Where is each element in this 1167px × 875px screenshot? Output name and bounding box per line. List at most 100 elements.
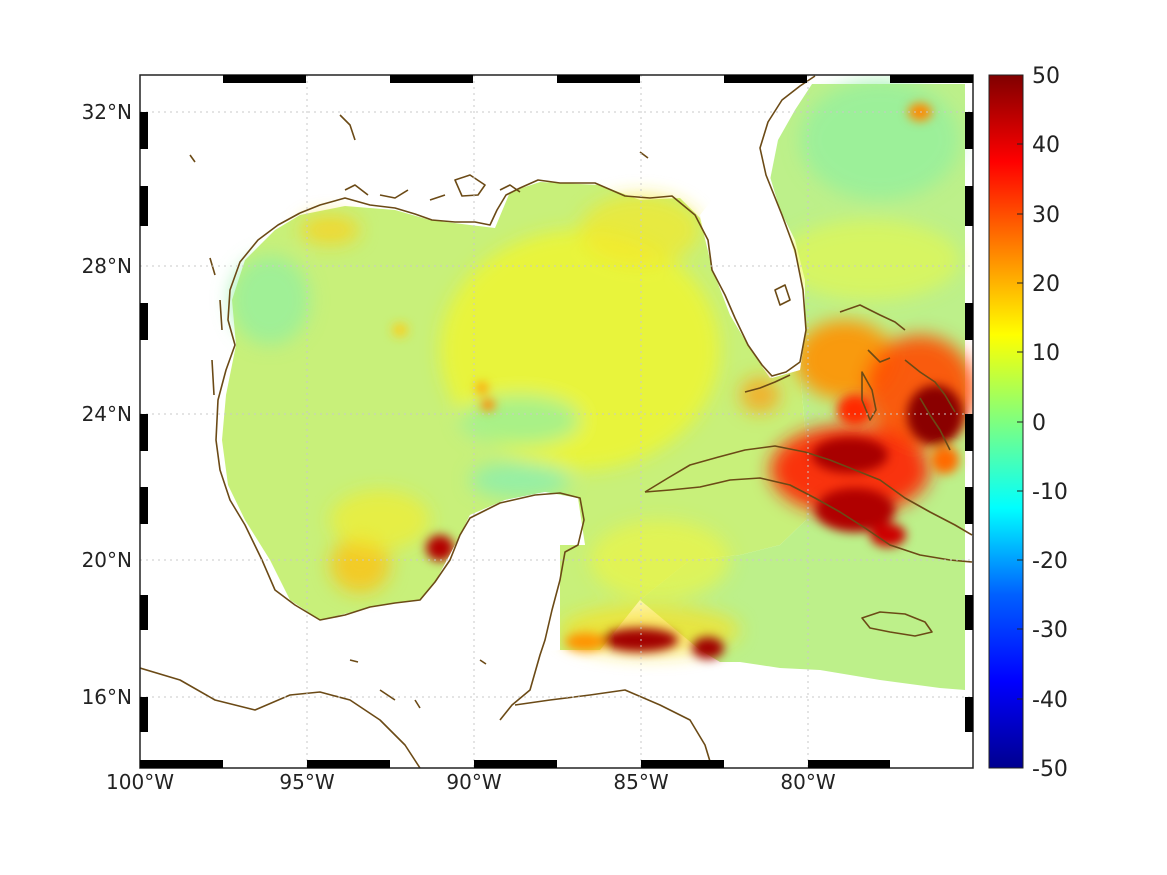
lat-tick-label: 16°N [82, 685, 132, 709]
florida-peninsula [700, 84, 812, 378]
central-america-coast [140, 667, 421, 768]
lon-tick-label: 95°W [279, 770, 334, 794]
mexico-gulf-coast [215, 212, 585, 721]
lon-tick-label: 100°W [106, 770, 174, 794]
graticule [140, 75, 973, 768]
honduras-orange-edge [565, 633, 605, 651]
atlantic-yellow-band [780, 220, 960, 300]
gulf-yellow-west [300, 215, 360, 245]
frame-left-seg-2 [140, 186, 148, 226]
lat-tick-label: 32°N [82, 100, 132, 124]
frame-right-seg-3 [965, 303, 973, 340]
colorbar-tick-label: 10 [1032, 341, 1060, 366]
frame-left-seg-3 [140, 303, 148, 340]
frame-top-seg-3 [557, 75, 640, 83]
frame-bottom-seg-2 [307, 760, 390, 768]
frame-bottom-seg-1 [140, 760, 223, 768]
frame-bottom-seg-4 [641, 760, 724, 768]
frame-right-segments [965, 112, 973, 732]
lon-tick-labels: 100°W 95°W 90°W 85°W 80°W [106, 770, 836, 794]
frame-right-seg-2 [965, 186, 973, 226]
honduras-coast [514, 689, 713, 768]
jamaica-coast [861, 611, 933, 637]
bahamas-andros [861, 371, 877, 421]
yucatan-peninsula [420, 492, 585, 720]
frame-left-seg-6 [140, 595, 148, 630]
frame-top-seg-5 [890, 75, 973, 83]
coastlines [140, 75, 973, 768]
colorbar-tick-label: 0 [1032, 411, 1046, 436]
map-frame [139, 74, 974, 769]
frame-right-seg-5 [965, 487, 973, 524]
colorbar-tick-label: 50 [1032, 64, 1060, 89]
atlantic-green-north [800, 80, 960, 200]
gulf-cyan-patch-1 [460, 395, 580, 445]
lat-tick-label: 20°N [82, 548, 132, 572]
atlantic-field [560, 80, 973, 690]
colorbar-tick-label: -10 [1032, 480, 1068, 505]
bahamas-grand [839, 304, 906, 363]
colorbar-tick-label: 20 [1032, 272, 1060, 297]
colorbar-tick-label: -40 [1032, 688, 1068, 713]
gulf-orange-dot-3 [392, 323, 408, 337]
gulf-cyan-patch-3 [470, 462, 570, 498]
isla-juventud-hotspot [870, 523, 906, 547]
colorbar-tick-label: 40 [1032, 133, 1060, 158]
cuba-east-orange [931, 446, 959, 474]
gulf-yellow-north [580, 195, 700, 265]
frame-top-seg-2 [390, 75, 473, 83]
frame-top-seg-4 [724, 75, 807, 83]
frame-right-seg-6 [965, 595, 973, 630]
gulf-cyan-patch-2 [230, 255, 310, 345]
honduras-hotspot-2 [692, 637, 724, 659]
lat-tick-label: 24°N [82, 402, 132, 426]
lon-tick-label: 80°W [780, 770, 835, 794]
bahamas-hotspot [907, 385, 963, 445]
bahamas-east-chain [904, 359, 956, 451]
campeche-hotspot [426, 535, 454, 561]
frame-left-seg-5 [140, 487, 148, 524]
mississippi-delta [454, 174, 521, 197]
mexico-islets [349, 659, 487, 709]
lake-okeechobee [774, 284, 791, 306]
gulf-yellow-sw [330, 537, 390, 593]
cuba-coast [644, 445, 973, 563]
gulf-orange-dot-1 [476, 382, 488, 394]
frame-top-segments [223, 75, 973, 83]
frame-bottom-seg-5 [808, 760, 890, 768]
lon-tick-label: 85°W [613, 770, 668, 794]
frame-left-segments [140, 112, 148, 732]
gulf-orange-dot-2 [481, 399, 495, 411]
cuba-north-hotspot [812, 437, 888, 473]
frame-left-seg-4 [140, 414, 148, 451]
colorbar-tick-label: 30 [1032, 203, 1060, 228]
colorbar-tick-label: -20 [1032, 549, 1068, 574]
frame-top-seg-1 [223, 75, 306, 83]
frame-left-seg-7 [140, 697, 148, 732]
frame-left-seg-1 [140, 112, 148, 149]
colorbar-ticks [1017, 143, 1023, 700]
colorbar: 50 40 30 20 10 0 -10 -20 -30 -40 -50 [988, 64, 1068, 782]
frame-right-seg-4 [965, 414, 973, 451]
frame-right-seg-7 [965, 697, 973, 732]
lat-tick-label: 28°N [82, 254, 132, 278]
colorbar-tick-labels: 50 40 30 20 10 0 -10 -20 -30 -40 -50 [1032, 64, 1068, 782]
land-masks [420, 84, 812, 720]
colorbar-tick-label: -50 [1032, 757, 1068, 782]
bahamas-mid-orange [837, 394, 873, 426]
colorbar-tick-label: -30 [1032, 618, 1068, 643]
yucatan-channel-yellow [590, 520, 730, 600]
louisiana-bayous [344, 184, 446, 201]
cuba-south-hotspot [815, 488, 895, 532]
frame-bottom-segments [140, 760, 890, 768]
gulf-yellow-mid [330, 490, 430, 550]
honduras-hotspot-1 [602, 628, 678, 652]
frame-bottom-seg-3 [474, 760, 557, 768]
frame-right-seg-1 [965, 112, 973, 149]
gulf-coast-usa-mexico [299, 75, 816, 377]
florida-keys [744, 374, 791, 393]
lon-tick-label: 90°W [446, 770, 501, 794]
lat-tick-labels: 32°N 28°N 24°N 20°N 16°N [82, 100, 132, 709]
florida-keys-glow [740, 377, 780, 413]
